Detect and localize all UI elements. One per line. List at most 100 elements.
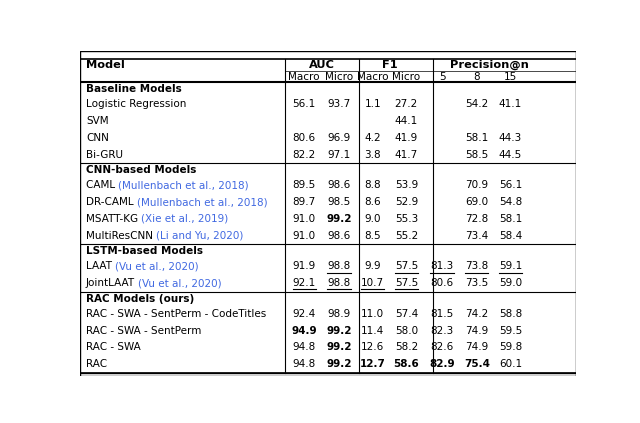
Text: Macro: Macro [289, 71, 320, 82]
Text: LAAT: LAAT [86, 261, 115, 272]
Text: CAML: CAML [86, 180, 118, 190]
Text: 96.9: 96.9 [327, 133, 351, 143]
Text: (Mullenbach et al., 2018): (Mullenbach et al., 2018) [137, 197, 268, 207]
Text: 11.0: 11.0 [361, 309, 384, 319]
Text: 74.9: 74.9 [465, 343, 488, 352]
Text: 12.6: 12.6 [361, 343, 384, 352]
Text: 56.1: 56.1 [292, 99, 316, 109]
Text: 55.3: 55.3 [395, 214, 418, 224]
Text: 58.0: 58.0 [395, 326, 418, 336]
Text: 58.6: 58.6 [394, 359, 419, 369]
Text: 41.9: 41.9 [395, 133, 418, 143]
Text: 99.2: 99.2 [326, 343, 351, 352]
Text: 58.1: 58.1 [499, 214, 522, 224]
Text: 74.2: 74.2 [465, 309, 488, 319]
Text: (Li and Yu, 2020): (Li and Yu, 2020) [156, 231, 244, 241]
Text: 1.1: 1.1 [364, 99, 381, 109]
Text: 80.6: 80.6 [431, 278, 454, 288]
Text: RAC - SWA - SentPerm - CodeTitles: RAC - SWA - SentPerm - CodeTitles [86, 309, 266, 319]
Text: 82.2: 82.2 [292, 150, 316, 159]
Text: 59.8: 59.8 [499, 343, 522, 352]
Text: 58.8: 58.8 [499, 309, 522, 319]
Text: 58.4: 58.4 [499, 231, 522, 241]
Text: 99.2: 99.2 [326, 359, 351, 369]
Text: 81.5: 81.5 [431, 309, 454, 319]
Text: Precision@n: Precision@n [450, 60, 529, 70]
Text: (Xie et al., 2019): (Xie et al., 2019) [141, 214, 228, 224]
Text: 98.8: 98.8 [327, 278, 351, 288]
Text: 82.3: 82.3 [431, 326, 454, 336]
Text: 3.8: 3.8 [364, 150, 381, 159]
Text: 8.8: 8.8 [364, 180, 381, 190]
Text: CNN: CNN [86, 133, 109, 143]
Text: RAC - SWA - SentPerm: RAC - SWA - SentPerm [86, 326, 202, 336]
Text: 73.5: 73.5 [465, 278, 488, 288]
Text: 72.8: 72.8 [465, 214, 488, 224]
Text: Micro: Micro [325, 71, 353, 82]
Text: RAC Models (ours): RAC Models (ours) [86, 294, 194, 304]
Text: 57.5: 57.5 [395, 261, 418, 272]
Text: 60.1: 60.1 [499, 359, 522, 369]
Text: Logistic Regression: Logistic Regression [86, 99, 186, 109]
Text: 81.3: 81.3 [431, 261, 454, 272]
Text: F1: F1 [381, 60, 397, 70]
Text: 98.8: 98.8 [327, 261, 351, 272]
Text: 91.9: 91.9 [292, 261, 316, 272]
Text: Macro: Macro [357, 71, 388, 82]
Text: 11.4: 11.4 [361, 326, 384, 336]
Text: 15: 15 [504, 71, 517, 82]
Text: (Vu et al., 2020): (Vu et al., 2020) [115, 261, 199, 272]
Text: 41.7: 41.7 [395, 150, 418, 159]
Text: 27.2: 27.2 [395, 99, 418, 109]
Text: DR-CAML: DR-CAML [86, 197, 137, 207]
Text: 53.9: 53.9 [395, 180, 418, 190]
Text: 92.4: 92.4 [292, 309, 316, 319]
Text: 59.5: 59.5 [499, 326, 522, 336]
Text: 82.9: 82.9 [429, 359, 455, 369]
Text: 12.7: 12.7 [360, 359, 385, 369]
Text: 94.8: 94.8 [292, 359, 316, 369]
Text: 74.9: 74.9 [465, 326, 488, 336]
Text: 98.5: 98.5 [327, 197, 351, 207]
Text: 89.7: 89.7 [292, 197, 316, 207]
Text: 9.0: 9.0 [364, 214, 381, 224]
Text: JointLAAT: JointLAAT [86, 278, 138, 288]
Text: 94.8: 94.8 [292, 343, 316, 352]
Text: 59.0: 59.0 [499, 278, 522, 288]
Text: 41.1: 41.1 [499, 99, 522, 109]
Text: MultiResCNN: MultiResCNN [86, 231, 156, 241]
Text: 98.6: 98.6 [327, 231, 351, 241]
Text: 99.2: 99.2 [326, 326, 351, 336]
Text: 91.0: 91.0 [292, 231, 316, 241]
Text: 70.9: 70.9 [465, 180, 488, 190]
Text: 10.7: 10.7 [361, 278, 384, 288]
Text: (Mullenbach et al., 2018): (Mullenbach et al., 2018) [118, 180, 249, 190]
Text: 99.2: 99.2 [326, 214, 351, 224]
Text: 97.1: 97.1 [327, 150, 351, 159]
Text: 5: 5 [439, 71, 445, 82]
Text: 56.1: 56.1 [499, 180, 522, 190]
Text: 58.5: 58.5 [465, 150, 488, 159]
Text: 82.6: 82.6 [431, 343, 454, 352]
Text: MSATT-KG: MSATT-KG [86, 214, 141, 224]
Text: 44.5: 44.5 [499, 150, 522, 159]
Text: 44.1: 44.1 [395, 116, 418, 126]
Text: 80.6: 80.6 [292, 133, 316, 143]
Text: 9.9: 9.9 [364, 261, 381, 272]
Text: CNN-based Models: CNN-based Models [86, 165, 196, 175]
Text: 98.9: 98.9 [327, 309, 351, 319]
Text: Baseline Models: Baseline Models [86, 84, 182, 94]
Text: RAC: RAC [86, 359, 107, 369]
Text: 52.9: 52.9 [395, 197, 418, 207]
Text: Micro: Micro [392, 71, 420, 82]
Text: 89.5: 89.5 [292, 180, 316, 190]
Text: 55.2: 55.2 [395, 231, 418, 241]
Text: 8.6: 8.6 [364, 197, 381, 207]
Text: 58.1: 58.1 [465, 133, 488, 143]
Text: 59.1: 59.1 [499, 261, 522, 272]
Text: Model: Model [86, 60, 125, 70]
Text: SVM: SVM [86, 116, 109, 126]
Text: 57.4: 57.4 [395, 309, 418, 319]
Text: 57.5: 57.5 [395, 278, 418, 288]
Text: 73.4: 73.4 [465, 231, 488, 241]
